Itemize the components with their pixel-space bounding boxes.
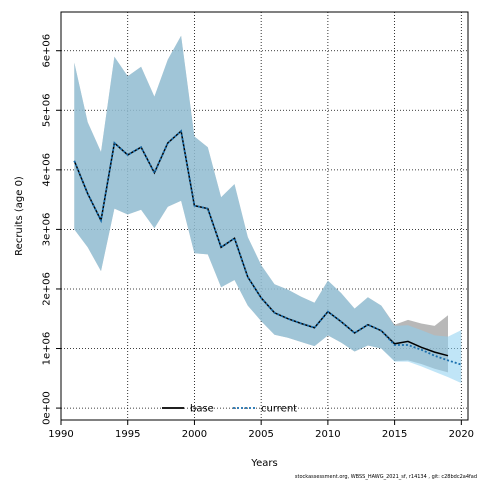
band-current [74, 35, 462, 384]
axis-ticks: 1990 1995 2000 2005 2010 2015 2020 0e+00 1e+06 2e… [42, 34, 475, 440]
legend-label-base: base [190, 404, 214, 415]
plot-frame [60, 11, 469, 421]
x-tick-label-1995: 1995 [115, 429, 140, 440]
y-tick-label-6: 6e+06 [42, 34, 53, 68]
y-tick-label-1: 1e+06 [42, 332, 53, 366]
y-tick-label-5: 5e+06 [42, 93, 53, 127]
y-tick-label-3: 3e+06 [42, 213, 53, 247]
x-axis-label: Years [250, 458, 277, 469]
x-tick-label-2010: 2010 [315, 429, 340, 440]
y-tick-label-2: 2e+06 [42, 272, 53, 306]
x-tick-label-2000: 2000 [182, 429, 207, 440]
legend-label-current: current [261, 404, 297, 415]
y-axis-label: Recruits (age 0) [14, 176, 25, 256]
y-tick-label-0: 0e+00 [42, 391, 53, 425]
series-lines [73, 129, 462, 366]
x-tick-label-1990: 1990 [48, 429, 73, 440]
x-tick-label-2020: 2020 [449, 429, 474, 440]
confidence-bands [74, 35, 462, 384]
x-tick-label-2005: 2005 [248, 429, 273, 440]
legend: base current [162, 404, 297, 415]
y-tick-label-4: 4e+06 [42, 153, 53, 187]
x-tick-label-2015: 2015 [382, 429, 407, 440]
source-footnote: stockassessment.org, WBSS_HAWG_2021_sf, … [295, 474, 477, 480]
